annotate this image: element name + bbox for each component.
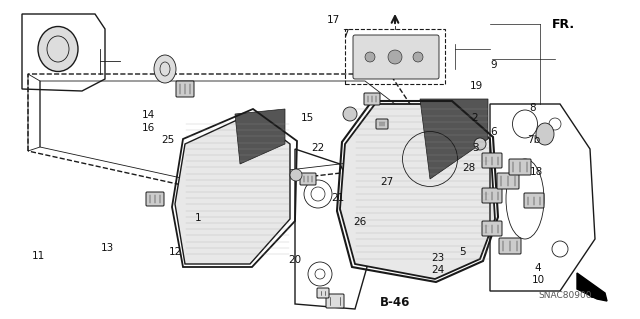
Text: 22: 22 (312, 143, 324, 153)
Text: 20: 20 (289, 255, 301, 265)
Text: 6: 6 (491, 127, 497, 137)
Text: 4: 4 (534, 263, 541, 273)
FancyBboxPatch shape (176, 81, 194, 97)
Ellipse shape (154, 55, 176, 83)
Text: 13: 13 (100, 243, 114, 253)
Text: 12: 12 (168, 247, 182, 257)
Text: 27: 27 (380, 177, 394, 187)
FancyBboxPatch shape (524, 193, 544, 208)
Text: 17: 17 (326, 15, 340, 25)
Text: FR.: FR. (552, 18, 575, 31)
Circle shape (343, 107, 357, 121)
Bar (345, 29, 445, 84)
Text: 2: 2 (472, 113, 478, 123)
Text: 16: 16 (141, 123, 155, 133)
Text: 11: 11 (31, 251, 45, 261)
Text: 5: 5 (460, 247, 467, 257)
Text: 23: 23 (431, 253, 445, 263)
Circle shape (474, 138, 486, 150)
Circle shape (413, 52, 423, 62)
Text: 9: 9 (491, 60, 497, 70)
Polygon shape (175, 114, 290, 264)
Text: 7b: 7b (527, 135, 541, 145)
Polygon shape (235, 109, 285, 164)
Text: B-46: B-46 (380, 295, 410, 308)
Text: 26: 26 (353, 217, 367, 227)
FancyBboxPatch shape (497, 173, 519, 189)
Text: 1: 1 (195, 213, 202, 223)
FancyBboxPatch shape (326, 294, 344, 308)
Text: 25: 25 (161, 135, 175, 145)
FancyBboxPatch shape (509, 159, 531, 175)
FancyBboxPatch shape (482, 188, 502, 203)
FancyBboxPatch shape (364, 93, 380, 105)
FancyBboxPatch shape (353, 35, 439, 79)
Polygon shape (420, 99, 488, 179)
FancyBboxPatch shape (499, 238, 521, 254)
Text: 24: 24 (431, 265, 445, 275)
FancyBboxPatch shape (376, 119, 388, 129)
Polygon shape (577, 273, 607, 301)
FancyBboxPatch shape (317, 288, 329, 298)
Text: 21: 21 (332, 193, 344, 203)
Circle shape (365, 52, 375, 62)
Text: 28: 28 (462, 163, 476, 173)
Polygon shape (340, 104, 495, 279)
FancyBboxPatch shape (300, 173, 316, 185)
Text: 10: 10 (531, 275, 545, 285)
Text: 7: 7 (342, 29, 348, 39)
Text: 15: 15 (300, 113, 314, 123)
Ellipse shape (536, 123, 554, 145)
Text: 19: 19 (469, 81, 483, 91)
Text: 3: 3 (472, 143, 478, 153)
FancyBboxPatch shape (482, 221, 502, 236)
Ellipse shape (38, 26, 78, 71)
Circle shape (388, 50, 402, 64)
Circle shape (290, 169, 302, 181)
Text: 14: 14 (141, 110, 155, 120)
FancyBboxPatch shape (482, 153, 502, 168)
Text: 8: 8 (530, 103, 536, 113)
Text: SNAC80900: SNAC80900 (538, 291, 592, 300)
Text: 18: 18 (529, 167, 543, 177)
FancyBboxPatch shape (146, 192, 164, 206)
